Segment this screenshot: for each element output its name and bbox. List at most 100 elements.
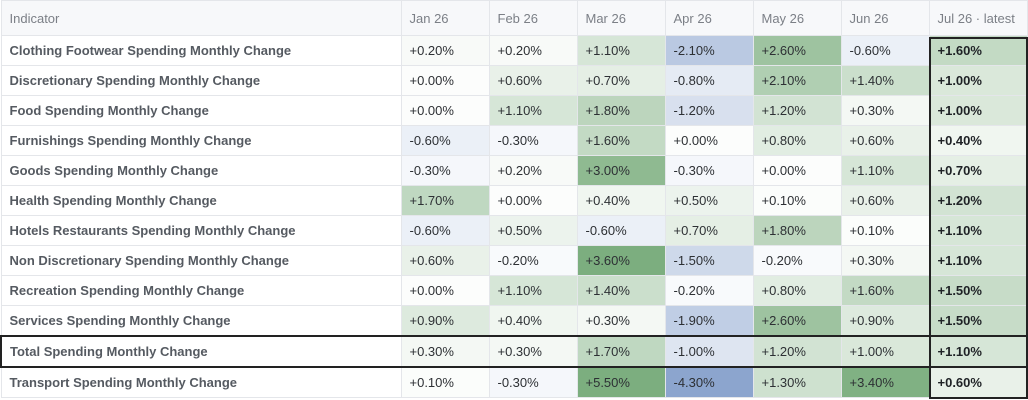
- value-cell: +3.00%: [576, 155, 666, 186]
- value-cell: +2.10%: [752, 65, 842, 96]
- latest-value-cell: +1.00%: [928, 65, 1028, 96]
- column-header-month[interactable]: Mar 26: [576, 0, 666, 36]
- value-cell: -0.60%: [576, 215, 666, 246]
- value-cell: -0.30%: [488, 366, 578, 398]
- value-cell: +3.40%: [840, 366, 930, 398]
- value-cell: +1.40%: [576, 275, 666, 306]
- table-row[interactable]: Non Discretionary Spending Monthly Chang…: [0, 245, 1028, 276]
- latest-value-cell: +1.50%: [928, 275, 1028, 306]
- value-cell: +0.00%: [752, 155, 842, 186]
- value-cell: +0.30%: [488, 335, 578, 368]
- indicator-name-cell: Transport Spending Monthly Change: [0, 366, 402, 398]
- column-header-month[interactable]: Apr 26: [664, 0, 754, 36]
- value-cell: +0.40%: [488, 305, 578, 337]
- value-cell: -0.60%: [400, 215, 490, 246]
- value-cell: +1.60%: [576, 125, 666, 156]
- value-cell: +1.00%: [840, 335, 930, 368]
- indicator-name-cell: Recreation Spending Monthly Change: [0, 275, 402, 306]
- value-cell: +1.60%: [840, 275, 930, 306]
- value-cell: +1.40%: [840, 65, 930, 96]
- value-cell: +0.20%: [400, 35, 490, 66]
- column-header-indicator[interactable]: Indicator: [0, 0, 402, 36]
- value-cell: +2.60%: [752, 305, 842, 337]
- value-cell: +1.10%: [488, 275, 578, 306]
- value-cell: +1.80%: [752, 215, 842, 246]
- value-cell: +0.10%: [752, 185, 842, 216]
- table-row[interactable]: Health Spending Monthly Change +1.70% +0.0…: [0, 185, 1028, 216]
- table-row[interactable]: Hotels Restaurants Spending Monthly Chan…: [0, 215, 1028, 246]
- column-header-month[interactable]: May 26: [752, 0, 842, 36]
- value-cell: -0.20%: [752, 245, 842, 276]
- value-cell: -0.30%: [488, 125, 578, 156]
- table-row[interactable]: Services Spending Monthly Change +0.90% +0…: [0, 305, 1028, 337]
- indicator-name-cell: Goods Spending Monthly Change: [0, 155, 402, 186]
- column-header-month[interactable]: Jan 26: [400, 0, 490, 36]
- latest-value-cell: +1.10%: [928, 335, 1028, 368]
- value-cell: +1.70%: [576, 335, 666, 368]
- value-cell: -0.60%: [400, 125, 490, 156]
- value-cell: +2.60%: [752, 35, 842, 66]
- indicator-name-cell: Health Spending Monthly Change: [0, 185, 402, 216]
- indicator-name-cell: Non Discretionary Spending Monthly Chang…: [0, 245, 402, 276]
- column-header-month[interactable]: Feb 26: [488, 0, 578, 36]
- value-cell: -1.50%: [664, 245, 754, 276]
- value-cell: +1.20%: [752, 95, 842, 126]
- value-cell: +0.40%: [576, 185, 666, 216]
- value-cell: +0.20%: [488, 35, 578, 66]
- table-row[interactable]: Recreation Spending Monthly Change +0.00%…: [0, 275, 1028, 306]
- value-cell: -1.00%: [664, 335, 754, 368]
- latest-value-cell: +1.20%: [928, 185, 1028, 216]
- value-cell: +1.10%: [840, 155, 930, 186]
- table-row-total[interactable]: Total Spending Monthly Change +0.30% +0.30…: [0, 335, 1028, 368]
- indicator-name-cell: Total Spending Monthly Change: [0, 335, 402, 368]
- value-cell: +1.80%: [576, 95, 666, 126]
- indicator-name-cell: Food Spending Monthly Change: [0, 95, 402, 126]
- value-cell: +0.50%: [488, 215, 578, 246]
- table-body: Clothing Footwear Spending Monthly Chang…: [0, 35, 1028, 398]
- value-cell: +1.10%: [576, 35, 666, 66]
- value-cell: +0.30%: [400, 335, 490, 368]
- value-cell: -0.20%: [488, 245, 578, 276]
- indicator-name-cell: Hotels Restaurants Spending Monthly Chan…: [0, 215, 402, 246]
- value-cell: +0.60%: [400, 245, 490, 276]
- latest-value-cell: +0.70%: [928, 155, 1028, 186]
- table-row[interactable]: Furnishings Spending Monthly Change -0.60…: [0, 125, 1028, 156]
- value-cell: -0.30%: [664, 155, 754, 186]
- latest-value-cell: +1.60%: [928, 35, 1028, 66]
- value-cell: -1.20%: [664, 95, 754, 126]
- value-cell: +5.50%: [576, 366, 666, 398]
- value-cell: +1.10%: [488, 95, 578, 126]
- indicator-name-cell: Services Spending Monthly Change: [0, 305, 402, 337]
- table-row[interactable]: Goods Spending Monthly Change -0.30% +0.20…: [0, 155, 1028, 186]
- value-cell: +0.00%: [488, 185, 578, 216]
- value-cell: +0.70%: [576, 65, 666, 96]
- value-cell: -1.90%: [664, 305, 754, 337]
- value-cell: +0.00%: [400, 95, 490, 126]
- column-header-month[interactable]: Jun 26: [840, 0, 930, 36]
- latest-value-cell: +0.40%: [928, 125, 1028, 156]
- column-header-latest[interactable]: Jul 26 · latest: [928, 0, 1028, 36]
- table-row[interactable]: Clothing Footwear Spending Monthly Chang…: [0, 35, 1028, 66]
- value-cell: +0.10%: [400, 366, 490, 398]
- value-cell: +0.30%: [576, 305, 666, 337]
- value-cell: +0.60%: [840, 125, 930, 156]
- value-cell: +0.00%: [400, 275, 490, 306]
- value-cell: +3.60%: [576, 245, 666, 276]
- table-row[interactable]: Food Spending Monthly Change +0.00% +1.10%…: [0, 95, 1028, 126]
- value-cell: +0.90%: [400, 305, 490, 337]
- value-cell: +0.80%: [752, 125, 842, 156]
- indicator-name-cell: Clothing Footwear Spending Monthly Chang…: [0, 35, 402, 66]
- value-cell: +0.60%: [488, 65, 578, 96]
- latest-value-cell: +0.60%: [928, 366, 1028, 398]
- value-cell: +0.30%: [840, 245, 930, 276]
- table-row[interactable]: Discretionary Spending Monthly Change +0.…: [0, 65, 1028, 96]
- value-cell: -0.20%: [664, 275, 754, 306]
- table-row[interactable]: Transport Spending Monthly Change +0.10% -…: [0, 366, 1028, 398]
- value-cell: +0.30%: [840, 95, 930, 126]
- latest-value-cell: +1.10%: [928, 245, 1028, 276]
- value-cell: +0.60%: [840, 185, 930, 216]
- latest-value-cell: +1.10%: [928, 215, 1028, 246]
- value-cell: +0.50%: [664, 185, 754, 216]
